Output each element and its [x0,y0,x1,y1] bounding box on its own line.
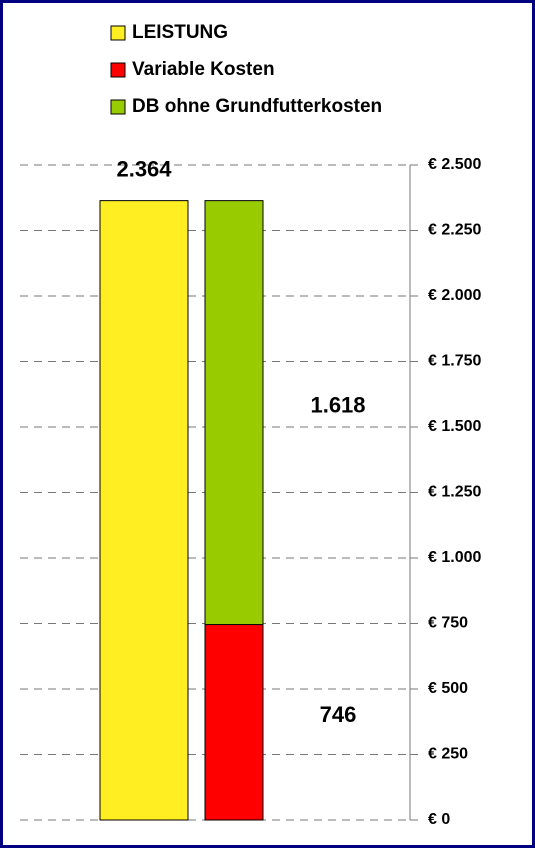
y-tick-label: € 250 [428,746,468,763]
y-tick-label: € 2.500 [428,156,481,173]
value-label: 2.364 [116,156,172,181]
bar-segment [204,624,264,821]
y-tick-label: € 500 [428,680,468,697]
legend-swatch [110,25,126,41]
legend-label: Variable Kosten [132,59,275,80]
y-tick-label: € 2.250 [428,222,481,239]
legend-label: DB ohne Grundfutterkosten [132,96,382,117]
value-label: 746 [320,702,357,727]
y-tick-label: € 1.750 [428,353,481,370]
y-tick-label: € 750 [428,615,468,632]
value-label: 1.618 [310,392,365,417]
legend-label: LEISTUNG [132,22,228,43]
legend-swatch [110,99,126,115]
y-tick-label: € 0 [428,811,450,828]
y-tick-label: € 1.500 [428,418,481,435]
bar-segment [204,200,264,626]
chart: € 0 € 250 € 500 € 750 € 1.000 € 1.250 € 1.500 €… [20,22,481,828]
y-tick-label: € 1.250 [428,484,481,501]
bar-segment [99,200,189,821]
y-tick-label: € 1.000 [428,549,481,566]
y-tick-label: € 2.000 [428,287,481,304]
legend-swatch [110,62,126,78]
